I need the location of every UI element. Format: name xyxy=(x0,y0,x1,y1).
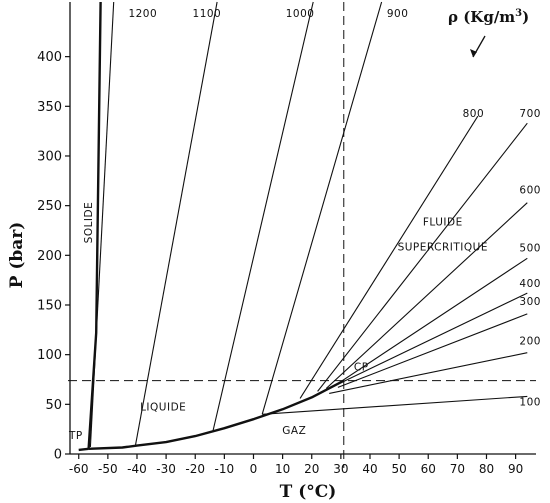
annotation-label: FLUIDE xyxy=(423,217,463,229)
x-tick-label: 60 xyxy=(421,462,436,476)
annotation-label: SOLIDE xyxy=(83,202,95,244)
y-tick-label: 200 xyxy=(37,249,62,264)
isochore-line-300 xyxy=(337,313,528,388)
annotation-label: 1000 xyxy=(286,8,315,20)
y-tick-label: 50 xyxy=(45,398,62,413)
y-tick-label: 350 xyxy=(37,100,62,115)
annotation-label: 600 xyxy=(519,185,541,197)
plot-area xyxy=(68,1,536,468)
annotation-label: SUPERCRITIQUE xyxy=(398,241,488,253)
x-tick-label: -20 xyxy=(185,462,205,476)
annotation-label: 800 xyxy=(463,108,485,120)
annotation-label: GAZ xyxy=(282,425,306,437)
x-tick-label: 30 xyxy=(333,462,348,476)
y-tick-label: 250 xyxy=(37,199,62,214)
x-tick-label: 90 xyxy=(508,462,523,476)
isochore-line-700 xyxy=(317,122,528,392)
annotation-label: CP xyxy=(354,362,369,374)
isochore-line-600 xyxy=(325,202,528,389)
annotation-label: 300 xyxy=(519,296,541,308)
y-tick-label: 300 xyxy=(37,149,62,164)
x-tick-label: -30 xyxy=(156,462,176,476)
isochore-line-200 xyxy=(329,352,528,394)
y-tick-label: 100 xyxy=(37,348,62,363)
annotations-group: SOLIDE LIQUIDE GAZ TP CP FLUIDE SUPERCRITIQUE 1… xyxy=(68,8,541,442)
isochore-line-500 xyxy=(334,257,528,386)
melting-curve xyxy=(87,1,102,449)
y-tick-label: 400 xyxy=(37,50,62,65)
x-tick-label: -50 xyxy=(98,462,118,476)
y-tick-label: 0 xyxy=(54,448,62,463)
x-tick-label: -40 xyxy=(127,462,147,476)
x-tick-label: -10 xyxy=(215,462,235,476)
x-axis-label: T (°C) xyxy=(280,482,337,502)
annotation-label: 1200 xyxy=(128,8,157,20)
isochore-line-1100 xyxy=(134,1,218,446)
annotation-label: 900 xyxy=(387,8,409,20)
annotation-label: 700 xyxy=(519,108,541,120)
annotation-label: 200 xyxy=(519,336,541,348)
annotation-label: 100 xyxy=(519,396,541,408)
x-tick-label: -60 xyxy=(69,462,89,476)
x-tick-label: 10 xyxy=(275,462,290,476)
y-tick-label: 150 xyxy=(37,298,62,313)
x-tick-label: 70 xyxy=(450,462,465,476)
annotation-label: 400 xyxy=(519,278,541,290)
isochore-line-1000 xyxy=(212,1,314,433)
density-legend-label: ρ (Kg/m3) xyxy=(448,8,529,26)
isochore-line-400 xyxy=(339,292,528,384)
x-tick-label: 40 xyxy=(362,462,377,476)
x-tick-label: 80 xyxy=(479,462,494,476)
annotation-label: TP xyxy=(68,430,83,442)
annotation-label: LIQUIDE xyxy=(140,401,186,413)
sublimation-curve xyxy=(78,447,89,452)
x-tick-label: 0 xyxy=(250,462,258,476)
vaporization-curve xyxy=(88,379,345,450)
annotation-label: 500 xyxy=(519,242,541,254)
x-tick-label: 50 xyxy=(391,462,406,476)
annotation-label: 1100 xyxy=(193,8,222,20)
y-axis-label: P (bar) xyxy=(7,222,27,289)
x-tick-label: 20 xyxy=(304,462,319,476)
density-legend-arrowhead xyxy=(470,49,477,57)
isochore-line-900 xyxy=(261,1,383,415)
isochore-line-100 xyxy=(262,395,528,415)
isochore-line-800 xyxy=(299,115,479,399)
